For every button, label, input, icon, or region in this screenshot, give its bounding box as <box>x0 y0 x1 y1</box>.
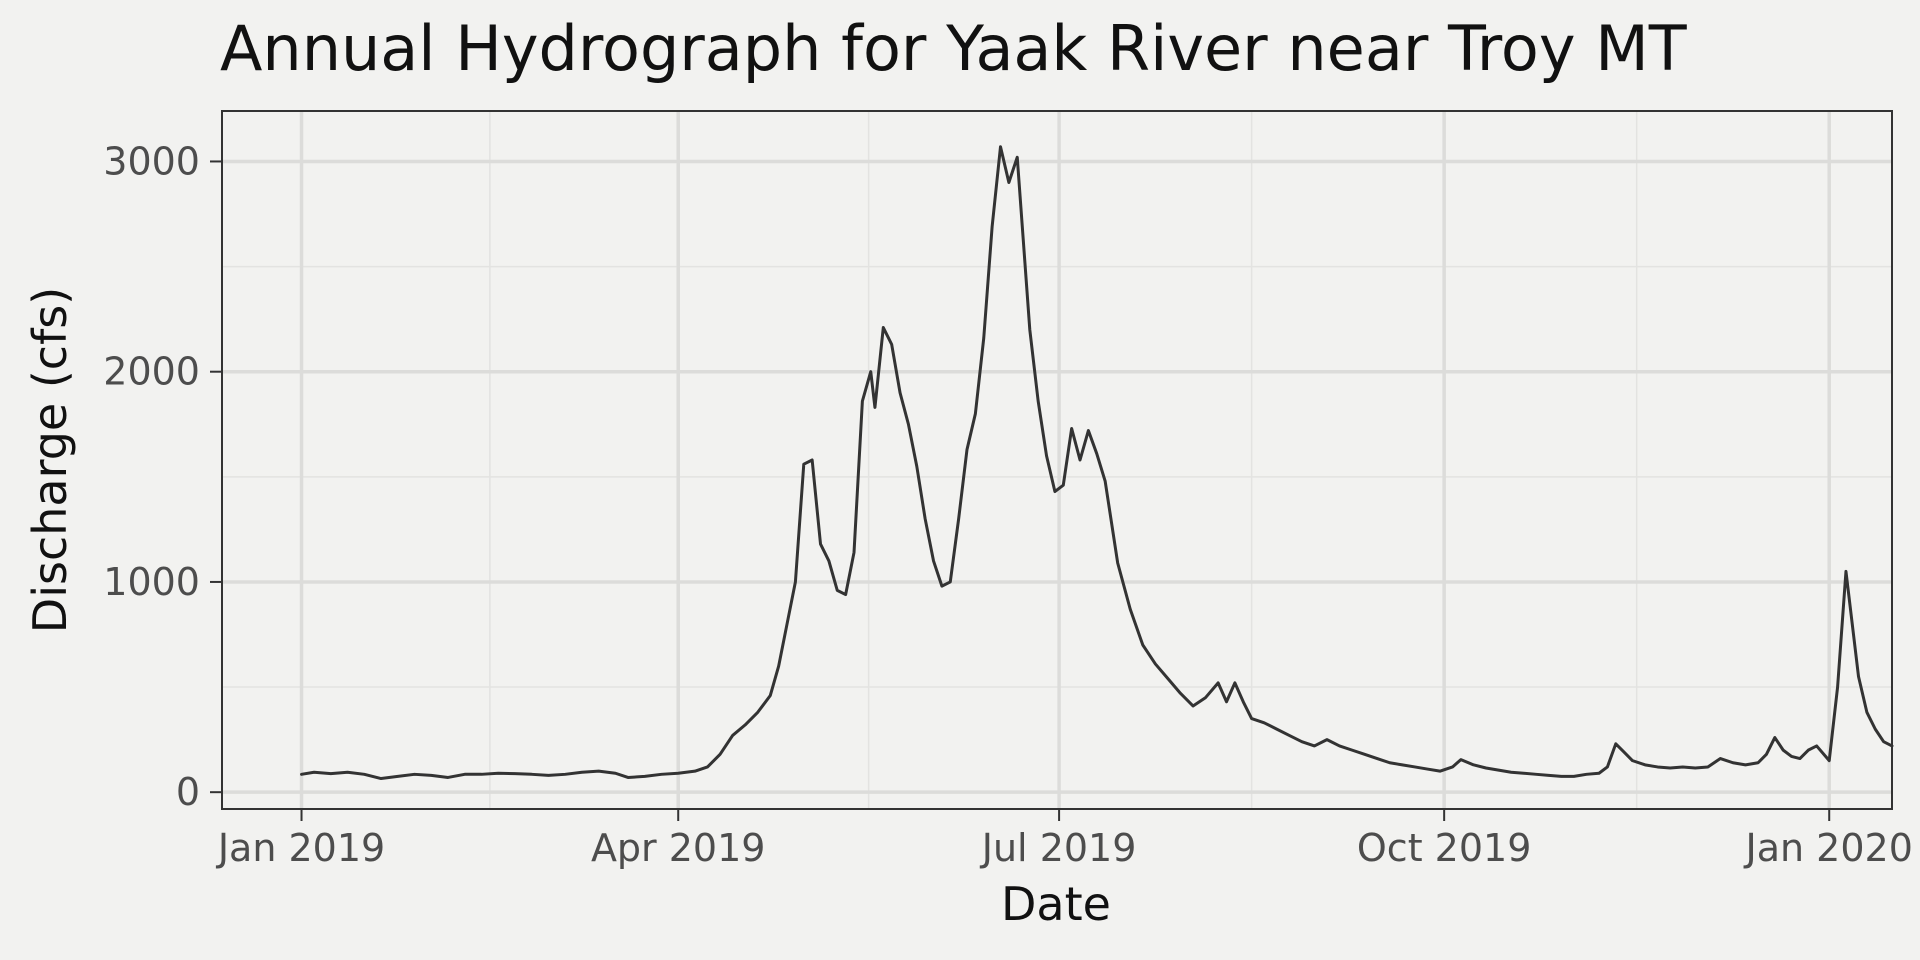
plot-border <box>221 110 1893 810</box>
y-axis: 0 1000 2000 3000 <box>103 139 222 814</box>
series-layer <box>300 145 1894 781</box>
major-grid <box>222 111 1892 809</box>
plot-panel <box>222 111 1892 809</box>
x-axis: Jan 2019 Apr 2019 Jul 2019 Oct 2019 Jan 2020 <box>216 809 1913 870</box>
y-tick-label: 1000 <box>103 560 200 604</box>
chart-title: Annual Hydrograph for Yaak River near Tr… <box>220 12 1687 85</box>
x-tick-label: Jul 2019 <box>980 826 1137 870</box>
y-tick-label: 3000 <box>103 139 200 183</box>
x-tick-label: Jan 2020 <box>1744 826 1913 870</box>
x-tick-label: Oct 2019 <box>1357 826 1532 870</box>
x-tick-label: Jan 2019 <box>216 826 385 870</box>
x-axis-label: Date <box>1001 877 1111 931</box>
minor-grid <box>222 111 1892 809</box>
y-axis-label: Discharge (cfs) <box>23 287 77 633</box>
y-tick-label: 0 <box>176 770 200 814</box>
discharge-line <box>300 145 1894 781</box>
x-tick-label: Apr 2019 <box>591 826 766 870</box>
y-tick-label: 2000 <box>103 350 200 394</box>
